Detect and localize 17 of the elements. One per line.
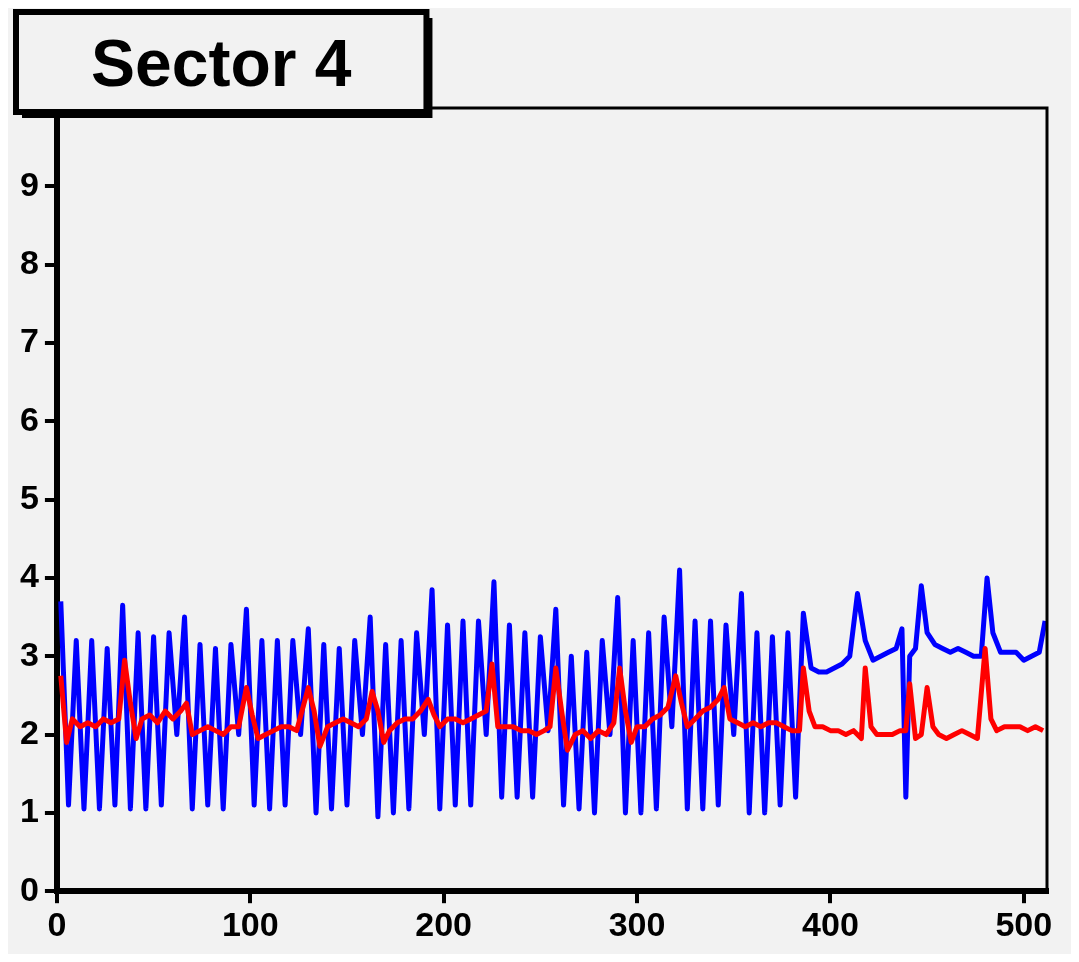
x-tick-label: 100	[221, 904, 279, 943]
y-tick-label: 8	[19, 243, 39, 282]
y-tick-label: 5	[19, 477, 39, 516]
x-tick-label: 200	[415, 904, 473, 943]
x-tick-label: 400	[802, 904, 859, 943]
y-tick-label: 9	[19, 164, 39, 203]
x-tick-label: 300	[608, 904, 666, 943]
x-tick-label: 500	[995, 904, 1053, 943]
y-tick-label: 1	[19, 791, 39, 830]
y-tick-label: 4	[19, 556, 39, 595]
x-tick-label: 0	[47, 904, 67, 943]
y-tick-label: 0	[19, 869, 39, 908]
y-tick-label: 6	[19, 399, 39, 438]
y-tick-label: 7	[19, 321, 39, 360]
y-tick-label: 3	[19, 634, 39, 673]
chart-title: Sector 4	[90, 26, 352, 101]
y-tick-label: 2	[19, 712, 39, 751]
